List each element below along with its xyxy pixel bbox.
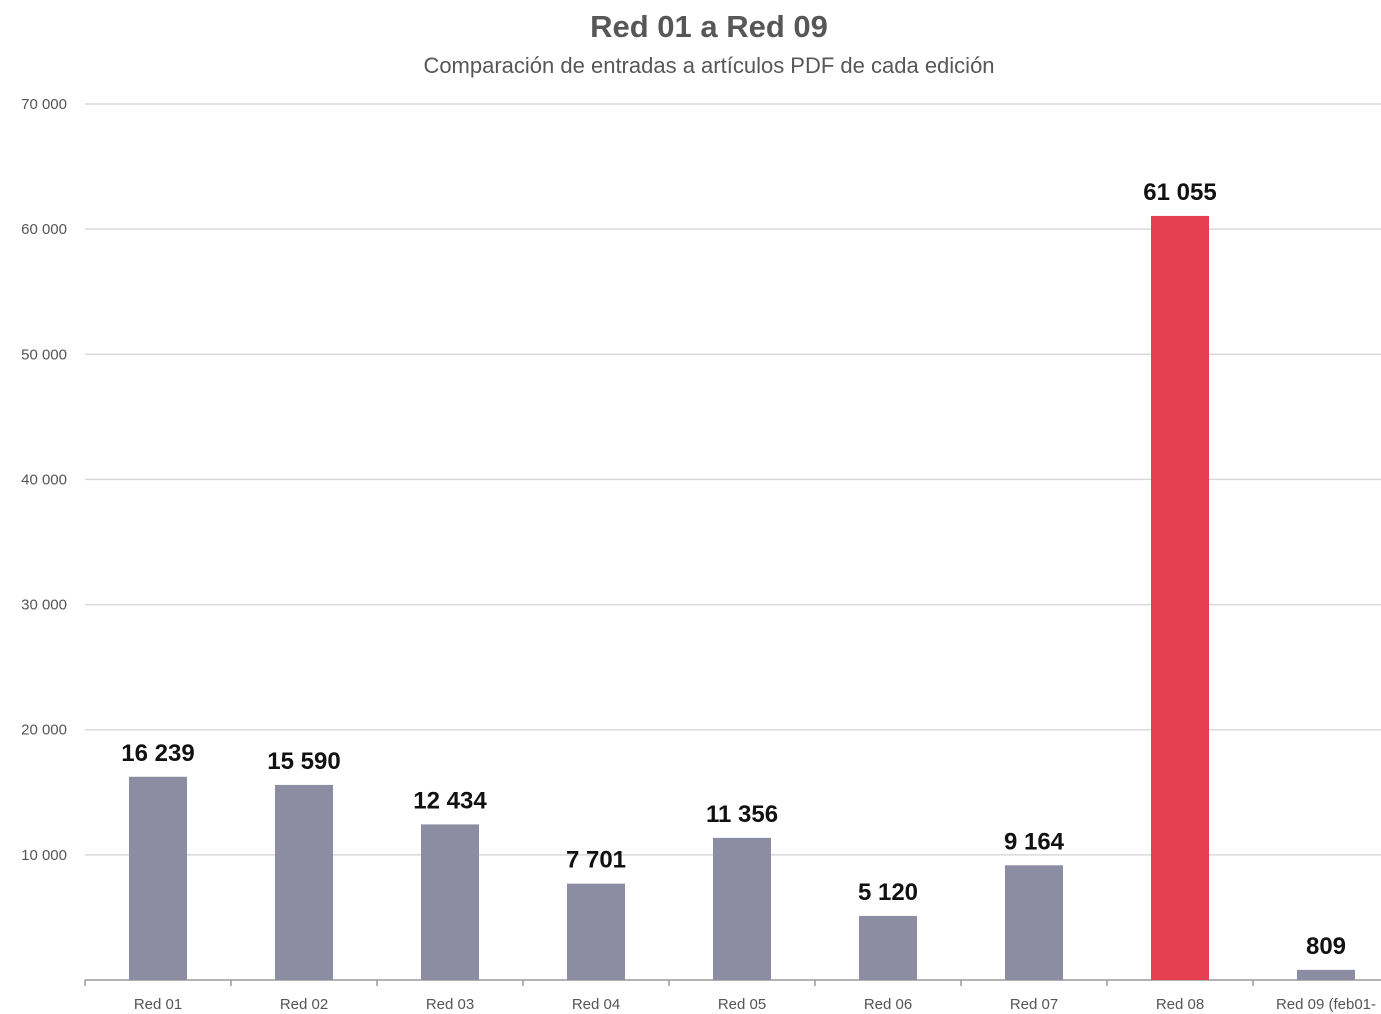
- category-label-red-03: Red 03: [426, 996, 474, 1013]
- bar-red-03: [421, 824, 479, 980]
- data-label-red-08: 61 055: [1143, 179, 1216, 206]
- bar-red-02: [275, 784, 333, 980]
- labels: 10 000 20 000 30 000 40 000 50 000 60 000 70 0…: [21, 96, 1376, 1013]
- category-label-red-08: Red 08: [1156, 996, 1204, 1013]
- gridlines: [85, 103, 1381, 856]
- y-tick-label: 60 000: [21, 221, 67, 238]
- category-label-red-06: Red 06: [864, 996, 912, 1013]
- data-label-red-06: 5 120: [858, 879, 918, 906]
- bar-red-04: [567, 883, 625, 980]
- y-tick-label: 10 000: [21, 847, 67, 864]
- bar-red-01: [129, 776, 187, 980]
- data-label-red-05: 11 356: [706, 801, 778, 828]
- data-label-red-02: 15 590: [267, 748, 340, 775]
- data-label-red-03: 12 434: [413, 787, 487, 814]
- category-label-red-04: Red 04: [572, 996, 620, 1013]
- bar-red-08: [1151, 215, 1209, 980]
- y-tick-label: 30 000: [21, 597, 67, 614]
- bar-red-07: [1005, 865, 1063, 980]
- bars: [129, 215, 1355, 980]
- data-label-red-04: 7 701: [566, 847, 626, 874]
- category-label-red-02: Red 02: [280, 996, 328, 1013]
- data-label-red-09-feb01: 809: [1306, 933, 1346, 960]
- y-tick-label: 70 000: [21, 96, 67, 113]
- category-label-red-01: Red 01: [134, 996, 182, 1013]
- category-label-red-07: Red 07: [1010, 996, 1058, 1013]
- data-label-red-01: 16 239: [121, 740, 194, 767]
- category-label-red-09-feb01: Red 09 (feb01-: [1276, 996, 1376, 1013]
- x-axis: [84, 979, 1381, 986]
- chart-subtitle: Comparación de entradas a artículos PDF …: [423, 53, 994, 78]
- category-label-red-05: Red 05: [718, 996, 766, 1013]
- data-label-red-07: 9 164: [1004, 828, 1065, 855]
- y-tick-label: 20 000: [21, 722, 67, 739]
- bar-red-05: [713, 837, 771, 980]
- y-tick-label: 40 000: [21, 471, 67, 488]
- chart-title: Red 01 a Red 09: [590, 9, 828, 44]
- bar-red-09-feb01: [1297, 969, 1355, 980]
- y-tick-label: 50 000: [21, 346, 67, 363]
- bar-red-06: [859, 915, 917, 980]
